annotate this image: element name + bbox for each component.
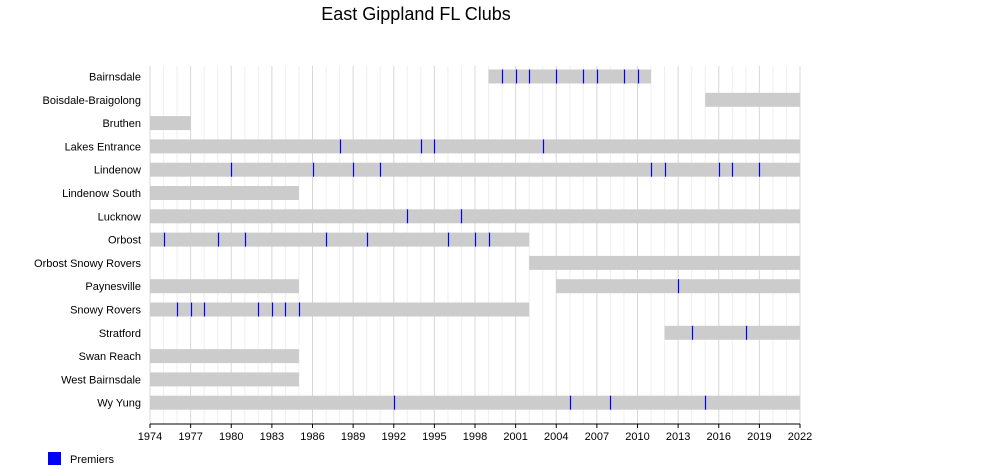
club-label: Wy Yung: [97, 398, 141, 410]
x-tick-label: 1995: [422, 431, 446, 443]
club-label: Stratford: [99, 328, 141, 340]
club-label: Lakes Entrance: [65, 141, 141, 153]
x-tick-label: 2019: [747, 431, 771, 443]
membership-bar: [150, 209, 800, 224]
x-tick-label: 2010: [625, 431, 649, 443]
club-label: Orbost Snowy Rovers: [34, 258, 141, 270]
club-label: Swan Reach: [79, 351, 141, 363]
membership-bar: [150, 302, 530, 317]
membership-bar: [150, 186, 299, 200]
legend: Premiers: [48, 452, 115, 466]
club-labels: Bairnsdale Boisdale-Braigolong Bruthen Lake…: [34, 72, 141, 410]
membership-bar: [150, 395, 800, 410]
legend-swatch: [48, 452, 61, 465]
club-label: Snowy Rovers: [70, 305, 141, 317]
legend-label: Premiers: [70, 454, 115, 466]
club-bars: [150, 69, 800, 410]
x-tick-label: 1989: [341, 431, 365, 443]
membership-bar: [150, 372, 299, 387]
membership-bar: [150, 139, 800, 154]
club-label: Orbost: [108, 235, 141, 247]
club-label: Lindenow: [94, 165, 141, 177]
membership-bar: [664, 325, 800, 340]
membership-bar: [529, 255, 800, 270]
x-tick-label: 1983: [260, 431, 284, 443]
membership-bar: [150, 349, 299, 364]
membership-bar: [150, 279, 299, 294]
membership-bar: [150, 116, 191, 131]
x-tick-label: 1980: [219, 431, 243, 443]
membership-bar: [150, 232, 530, 247]
x-tick-label: 1998: [463, 431, 487, 443]
x-tick-label: 2013: [666, 431, 690, 443]
club-label: Paynesville: [85, 281, 141, 293]
x-tick-label: 1974: [138, 431, 162, 443]
x-tick-label: 2007: [585, 431, 609, 443]
x-tick-label: 1992: [382, 431, 406, 443]
x-tick-label: 2001: [503, 431, 527, 443]
membership-bar: [488, 69, 652, 84]
club-label: West Bairnsdale: [61, 374, 141, 386]
x-tick-label: 1977: [178, 431, 202, 443]
club-label: Boisdale-Braigolong: [43, 95, 141, 107]
membership-bar: [150, 162, 800, 177]
x-axis: 1974 1977 1980 1983 1986 1989 1992 1995 1998 2001…: [138, 423, 812, 443]
membership-bar: [705, 92, 800, 107]
x-tick-label: 2016: [707, 431, 731, 443]
x-tick-label: 1986: [300, 431, 324, 443]
club-label: Bruthen: [102, 118, 141, 130]
club-label: Lindenow South: [62, 188, 141, 200]
club-label: Lucknow: [98, 211, 141, 223]
club-label: Bairnsdale: [89, 72, 141, 84]
x-tick-label: 2004: [544, 431, 568, 443]
x-tick-label: 2022: [788, 431, 812, 443]
chart-title: East Gippland FL Clubs: [321, 4, 510, 24]
